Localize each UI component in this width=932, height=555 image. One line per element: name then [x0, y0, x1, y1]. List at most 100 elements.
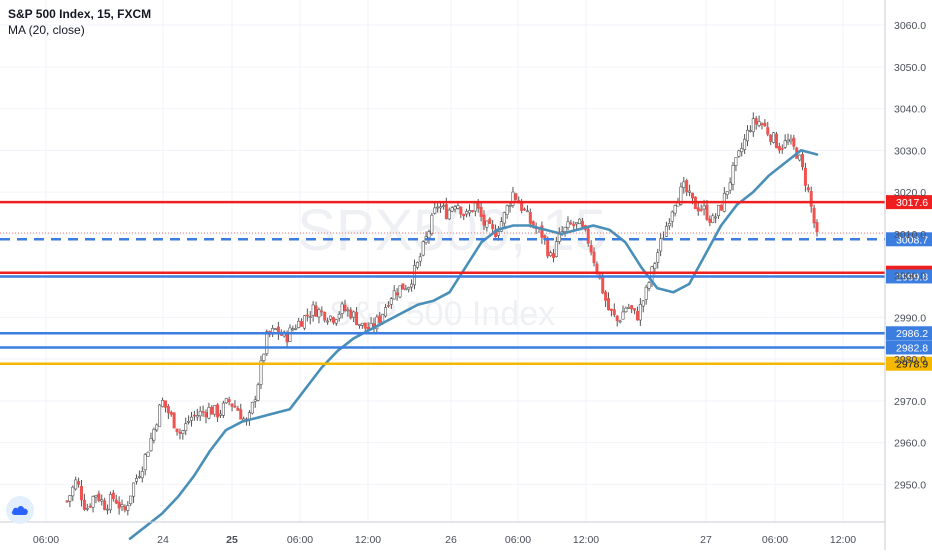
candle [123, 504, 127, 513]
candle-body [308, 316, 312, 319]
candle-body [659, 238, 663, 252]
candle-body [323, 312, 327, 321]
x-tick-label: 12:00 [573, 534, 599, 546]
candle-body [210, 406, 214, 415]
candle-body [540, 225, 544, 238]
candle-body [482, 214, 486, 226]
candle-body [129, 495, 133, 504]
candle [748, 125, 752, 133]
candle [85, 503, 89, 512]
candle-body [436, 206, 440, 209]
candle [815, 219, 819, 237]
candle [511, 186, 515, 208]
candle-body [161, 400, 165, 408]
candle-body [462, 213, 466, 217]
candle-body [331, 317, 335, 323]
candle-body [216, 404, 220, 418]
candle-body [717, 205, 721, 217]
candle [482, 210, 486, 230]
candle-body [114, 499, 118, 504]
candle-body [502, 212, 506, 224]
candle-body [97, 493, 101, 502]
candle-body [566, 221, 570, 228]
candle [664, 221, 668, 237]
candle [184, 417, 188, 436]
candle-body [337, 313, 341, 319]
candle [161, 397, 165, 408]
candle [317, 307, 321, 324]
candle-body [786, 139, 790, 143]
candle-body [430, 214, 434, 235]
candle [725, 191, 729, 200]
candle [783, 134, 787, 150]
candle [421, 240, 425, 257]
candle-body [415, 261, 419, 268]
candle-body [575, 222, 579, 225]
candle-body [630, 305, 634, 310]
candle [210, 405, 214, 415]
candle-body [551, 253, 555, 258]
x-tick-label: 24 [157, 534, 169, 546]
candle [323, 311, 327, 323]
candle [103, 497, 107, 511]
level-price-tag [886, 326, 932, 341]
y-tick-label: 3060.0 [894, 20, 926, 32]
candle-body [410, 283, 414, 288]
candle [68, 494, 72, 508]
candle [551, 249, 555, 263]
candle [126, 501, 130, 516]
candle [349, 307, 353, 320]
candle-body [653, 263, 657, 270]
candle-body [496, 231, 500, 236]
level-price-tag [886, 340, 932, 355]
candle [777, 142, 781, 154]
candle-body [488, 218, 492, 224]
candle-body [187, 421, 191, 423]
candle [300, 318, 304, 327]
candle [607, 292, 611, 311]
candle-body [664, 225, 668, 237]
tradingview-cloud-icon[interactable] [6, 496, 34, 524]
candle [488, 217, 492, 224]
candle-body [294, 328, 298, 330]
candle-body [427, 231, 431, 239]
candle [166, 404, 170, 420]
candle [233, 400, 237, 408]
candle-body [638, 304, 642, 321]
candle [100, 494, 104, 506]
candle [485, 220, 489, 232]
candle [688, 184, 692, 197]
candle [355, 307, 359, 326]
y-tick-label: 3050.0 [894, 62, 926, 74]
candle [803, 162, 807, 192]
candle [430, 213, 434, 236]
candle-body [100, 499, 104, 502]
candle [247, 410, 251, 426]
candle [618, 319, 622, 324]
candle-body [806, 187, 810, 191]
candle [644, 284, 648, 305]
level-price-label: 2982.8 [896, 342, 928, 354]
candle-body [404, 288, 408, 291]
candle [696, 202, 700, 216]
candle [523, 207, 527, 211]
candle-body [751, 118, 755, 133]
y-tick-label: 2960.0 [894, 438, 926, 450]
candle-body [473, 202, 477, 212]
candle-body [65, 500, 69, 503]
candle [769, 134, 773, 146]
study-legend[interactable]: MA (20, close) [8, 23, 85, 37]
candle [386, 301, 390, 308]
candles [65, 112, 819, 516]
candle-body [468, 210, 472, 214]
candle-body [239, 409, 243, 420]
candle [737, 149, 741, 159]
candle [259, 355, 263, 390]
candle [276, 321, 280, 340]
candle-body [163, 400, 167, 408]
candle-body [711, 215, 715, 223]
candle-body [120, 504, 124, 507]
candle [754, 116, 758, 130]
